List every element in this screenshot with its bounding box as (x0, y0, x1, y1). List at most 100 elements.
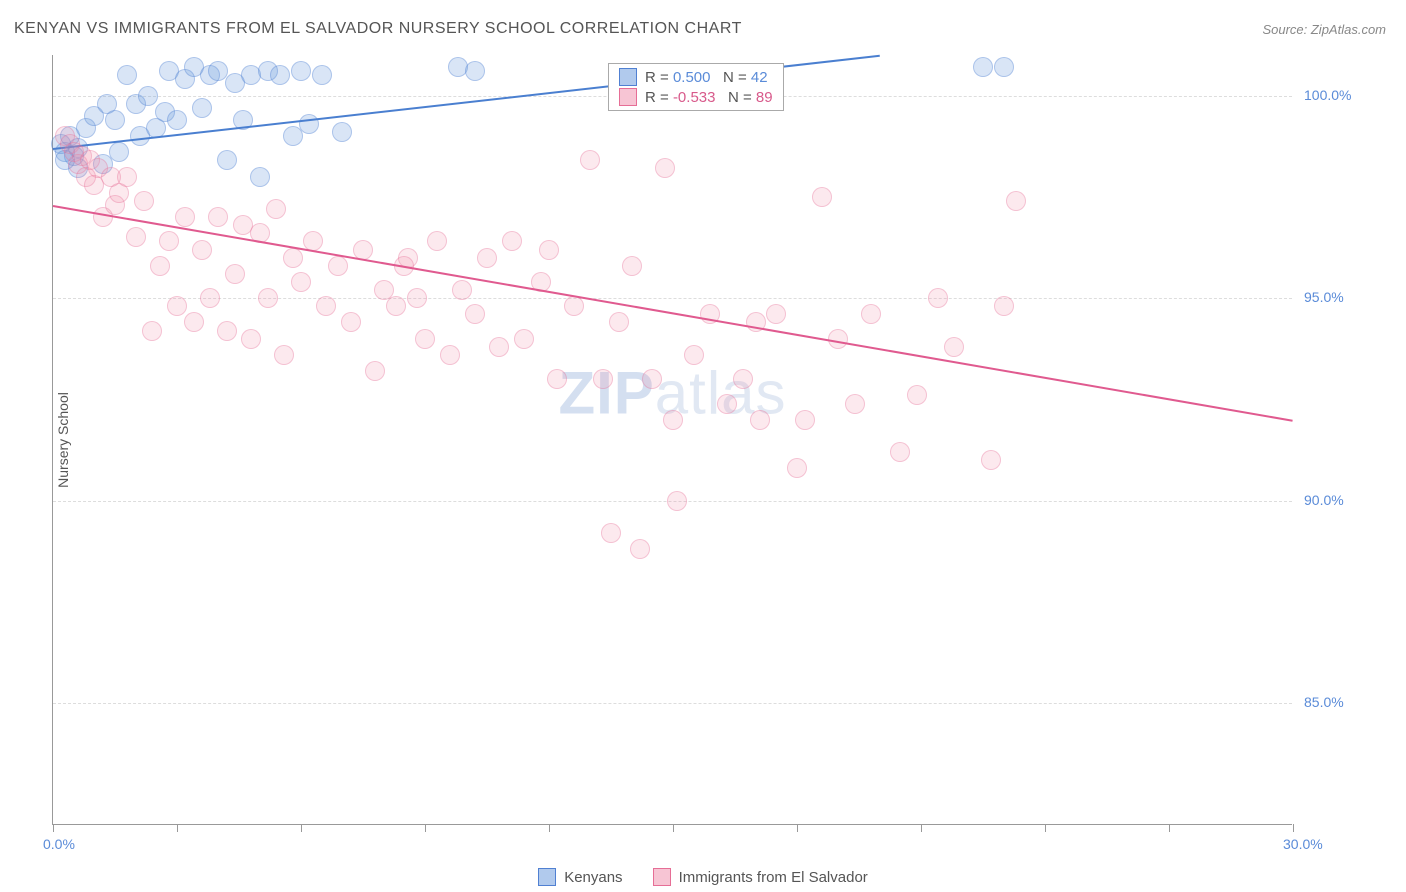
legend-swatch (619, 88, 637, 106)
data-point (312, 65, 332, 85)
data-point (192, 98, 212, 118)
legend-item: Kenyans (538, 868, 622, 886)
data-point (890, 442, 910, 462)
data-point (1006, 191, 1026, 211)
data-point (609, 312, 629, 332)
legend-label: Immigrants from El Salvador (679, 869, 868, 886)
data-point (514, 329, 534, 349)
data-point (150, 256, 170, 276)
data-point (167, 296, 187, 316)
data-point (828, 329, 848, 349)
data-point (291, 272, 311, 292)
y-tick-label: 90.0% (1304, 492, 1368, 508)
data-point (208, 207, 228, 227)
x-tick (921, 824, 922, 832)
data-point (192, 240, 212, 260)
data-point (750, 410, 770, 430)
data-point (427, 231, 447, 251)
data-point (787, 458, 807, 478)
data-point (502, 231, 522, 251)
x-tick (549, 824, 550, 832)
x-tick (425, 824, 426, 832)
y-tick-label: 100.0% (1304, 87, 1368, 103)
data-point (667, 491, 687, 511)
chart-title: KENYAN VS IMMIGRANTS FROM EL SALVADOR NU… (14, 20, 742, 38)
data-point (386, 296, 406, 316)
data-point (217, 150, 237, 170)
data-point (126, 227, 146, 247)
x-tick (797, 824, 798, 832)
data-point (217, 321, 237, 341)
x-tick (301, 824, 302, 832)
data-point (489, 337, 509, 357)
data-point (994, 296, 1014, 316)
correlation-stats-box: R = 0.500 N = 42 R = -0.533 N = 89 (608, 63, 784, 111)
data-point (175, 207, 195, 227)
source-credit: Source: ZipAtlas.com (1262, 22, 1386, 37)
data-point (928, 288, 948, 308)
x-tick-label: 30.0% (1283, 836, 1323, 852)
data-point (547, 369, 567, 389)
x-tick (53, 824, 54, 832)
stats-row: R = -0.533 N = 89 (619, 88, 773, 106)
data-point (105, 110, 125, 130)
data-point (109, 142, 129, 162)
data-point (642, 369, 662, 389)
stats-row: R = 0.500 N = 42 (619, 68, 773, 86)
data-point (270, 65, 290, 85)
legend-item: Immigrants from El Salvador (653, 868, 868, 886)
data-point (684, 345, 704, 365)
data-point (465, 61, 485, 81)
data-point (138, 86, 158, 106)
data-point (465, 304, 485, 324)
bottom-legend: Kenyans Immigrants from El Salvador (0, 868, 1406, 886)
x-tick-label: 0.0% (43, 836, 75, 852)
data-point (415, 329, 435, 349)
legend-swatch (538, 868, 556, 886)
data-point (861, 304, 881, 324)
data-point (241, 329, 261, 349)
data-point (167, 110, 187, 130)
x-tick (1293, 824, 1294, 832)
data-point (593, 369, 613, 389)
data-point (981, 450, 1001, 470)
data-point (283, 248, 303, 268)
data-point (407, 288, 427, 308)
data-point (655, 158, 675, 178)
data-point (812, 187, 832, 207)
data-point (717, 394, 737, 414)
x-tick (177, 824, 178, 832)
data-point (663, 410, 683, 430)
data-point (944, 337, 964, 357)
data-point (630, 539, 650, 559)
data-point (564, 296, 584, 316)
legend-label: Kenyans (564, 869, 622, 886)
data-point (299, 114, 319, 134)
data-point (341, 312, 361, 332)
data-point (766, 304, 786, 324)
data-point (622, 256, 642, 276)
data-point (440, 345, 460, 365)
data-point (973, 57, 993, 77)
gridline (53, 703, 1292, 704)
data-point (539, 240, 559, 260)
data-point (733, 369, 753, 389)
data-point (601, 523, 621, 543)
data-point (452, 280, 472, 300)
data-point (258, 288, 278, 308)
data-point (117, 65, 137, 85)
legend-swatch (653, 868, 671, 886)
data-point (200, 288, 220, 308)
data-point (580, 150, 600, 170)
data-point (266, 199, 286, 219)
data-point (328, 256, 348, 276)
data-point (274, 345, 294, 365)
legend-swatch (619, 68, 637, 86)
y-tick-label: 85.0% (1304, 694, 1368, 710)
data-point (907, 385, 927, 405)
gridline (53, 298, 1292, 299)
data-point (994, 57, 1014, 77)
data-point (365, 361, 385, 381)
data-point (291, 61, 311, 81)
x-tick (1169, 824, 1170, 832)
